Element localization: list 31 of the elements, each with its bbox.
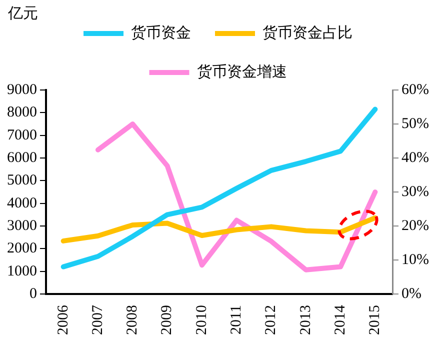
- x-tick-label: 2015: [367, 305, 384, 335]
- y-tick-label: 0: [30, 286, 37, 302]
- legend-label: 货币资金占比: [262, 24, 352, 42]
- y-tick-label: 8000: [7, 104, 37, 121]
- y2-tick-label: 10%: [402, 252, 430, 268]
- x-tick-label: 2007: [90, 304, 106, 335]
- y2-tick-label: 0%: [402, 286, 422, 302]
- y-tick-label: 6000: [7, 150, 37, 166]
- x-tick-label: 2014: [332, 304, 348, 335]
- x-tick-label: 2008: [124, 305, 141, 335]
- y-tick-label: 1000: [7, 263, 37, 280]
- x-tick-label: 2013: [298, 305, 314, 335]
- x-tick-label: 2006: [55, 304, 72, 335]
- y-tick-label: 5000: [7, 172, 37, 189]
- y-axis-title: 亿元: [7, 6, 38, 22]
- y-tick-label: 4000: [7, 195, 37, 212]
- y2-tick-label: 30%: [402, 184, 430, 200]
- y-tick-label: 2000: [7, 240, 37, 257]
- y-tick-label: 9000: [7, 82, 37, 98]
- y2-tick-label: 60%: [402, 82, 430, 98]
- y2-tick-label: 40%: [402, 150, 430, 166]
- x-tick-label: 2010: [194, 305, 210, 335]
- legend-label: 货币资金: [131, 24, 191, 42]
- x-tick-label: 2012: [263, 305, 280, 335]
- y-tick-label: 7000: [7, 127, 37, 144]
- legend-label: 货币资金增速: [196, 63, 287, 80]
- y2-tick-label: 50%: [402, 116, 430, 132]
- x-tick-label: 2009: [159, 305, 176, 335]
- y-tick-label: 3000: [7, 218, 37, 234]
- y2-tick-label: 20%: [402, 218, 430, 234]
- x-tick-label: 2011: [228, 305, 245, 334]
